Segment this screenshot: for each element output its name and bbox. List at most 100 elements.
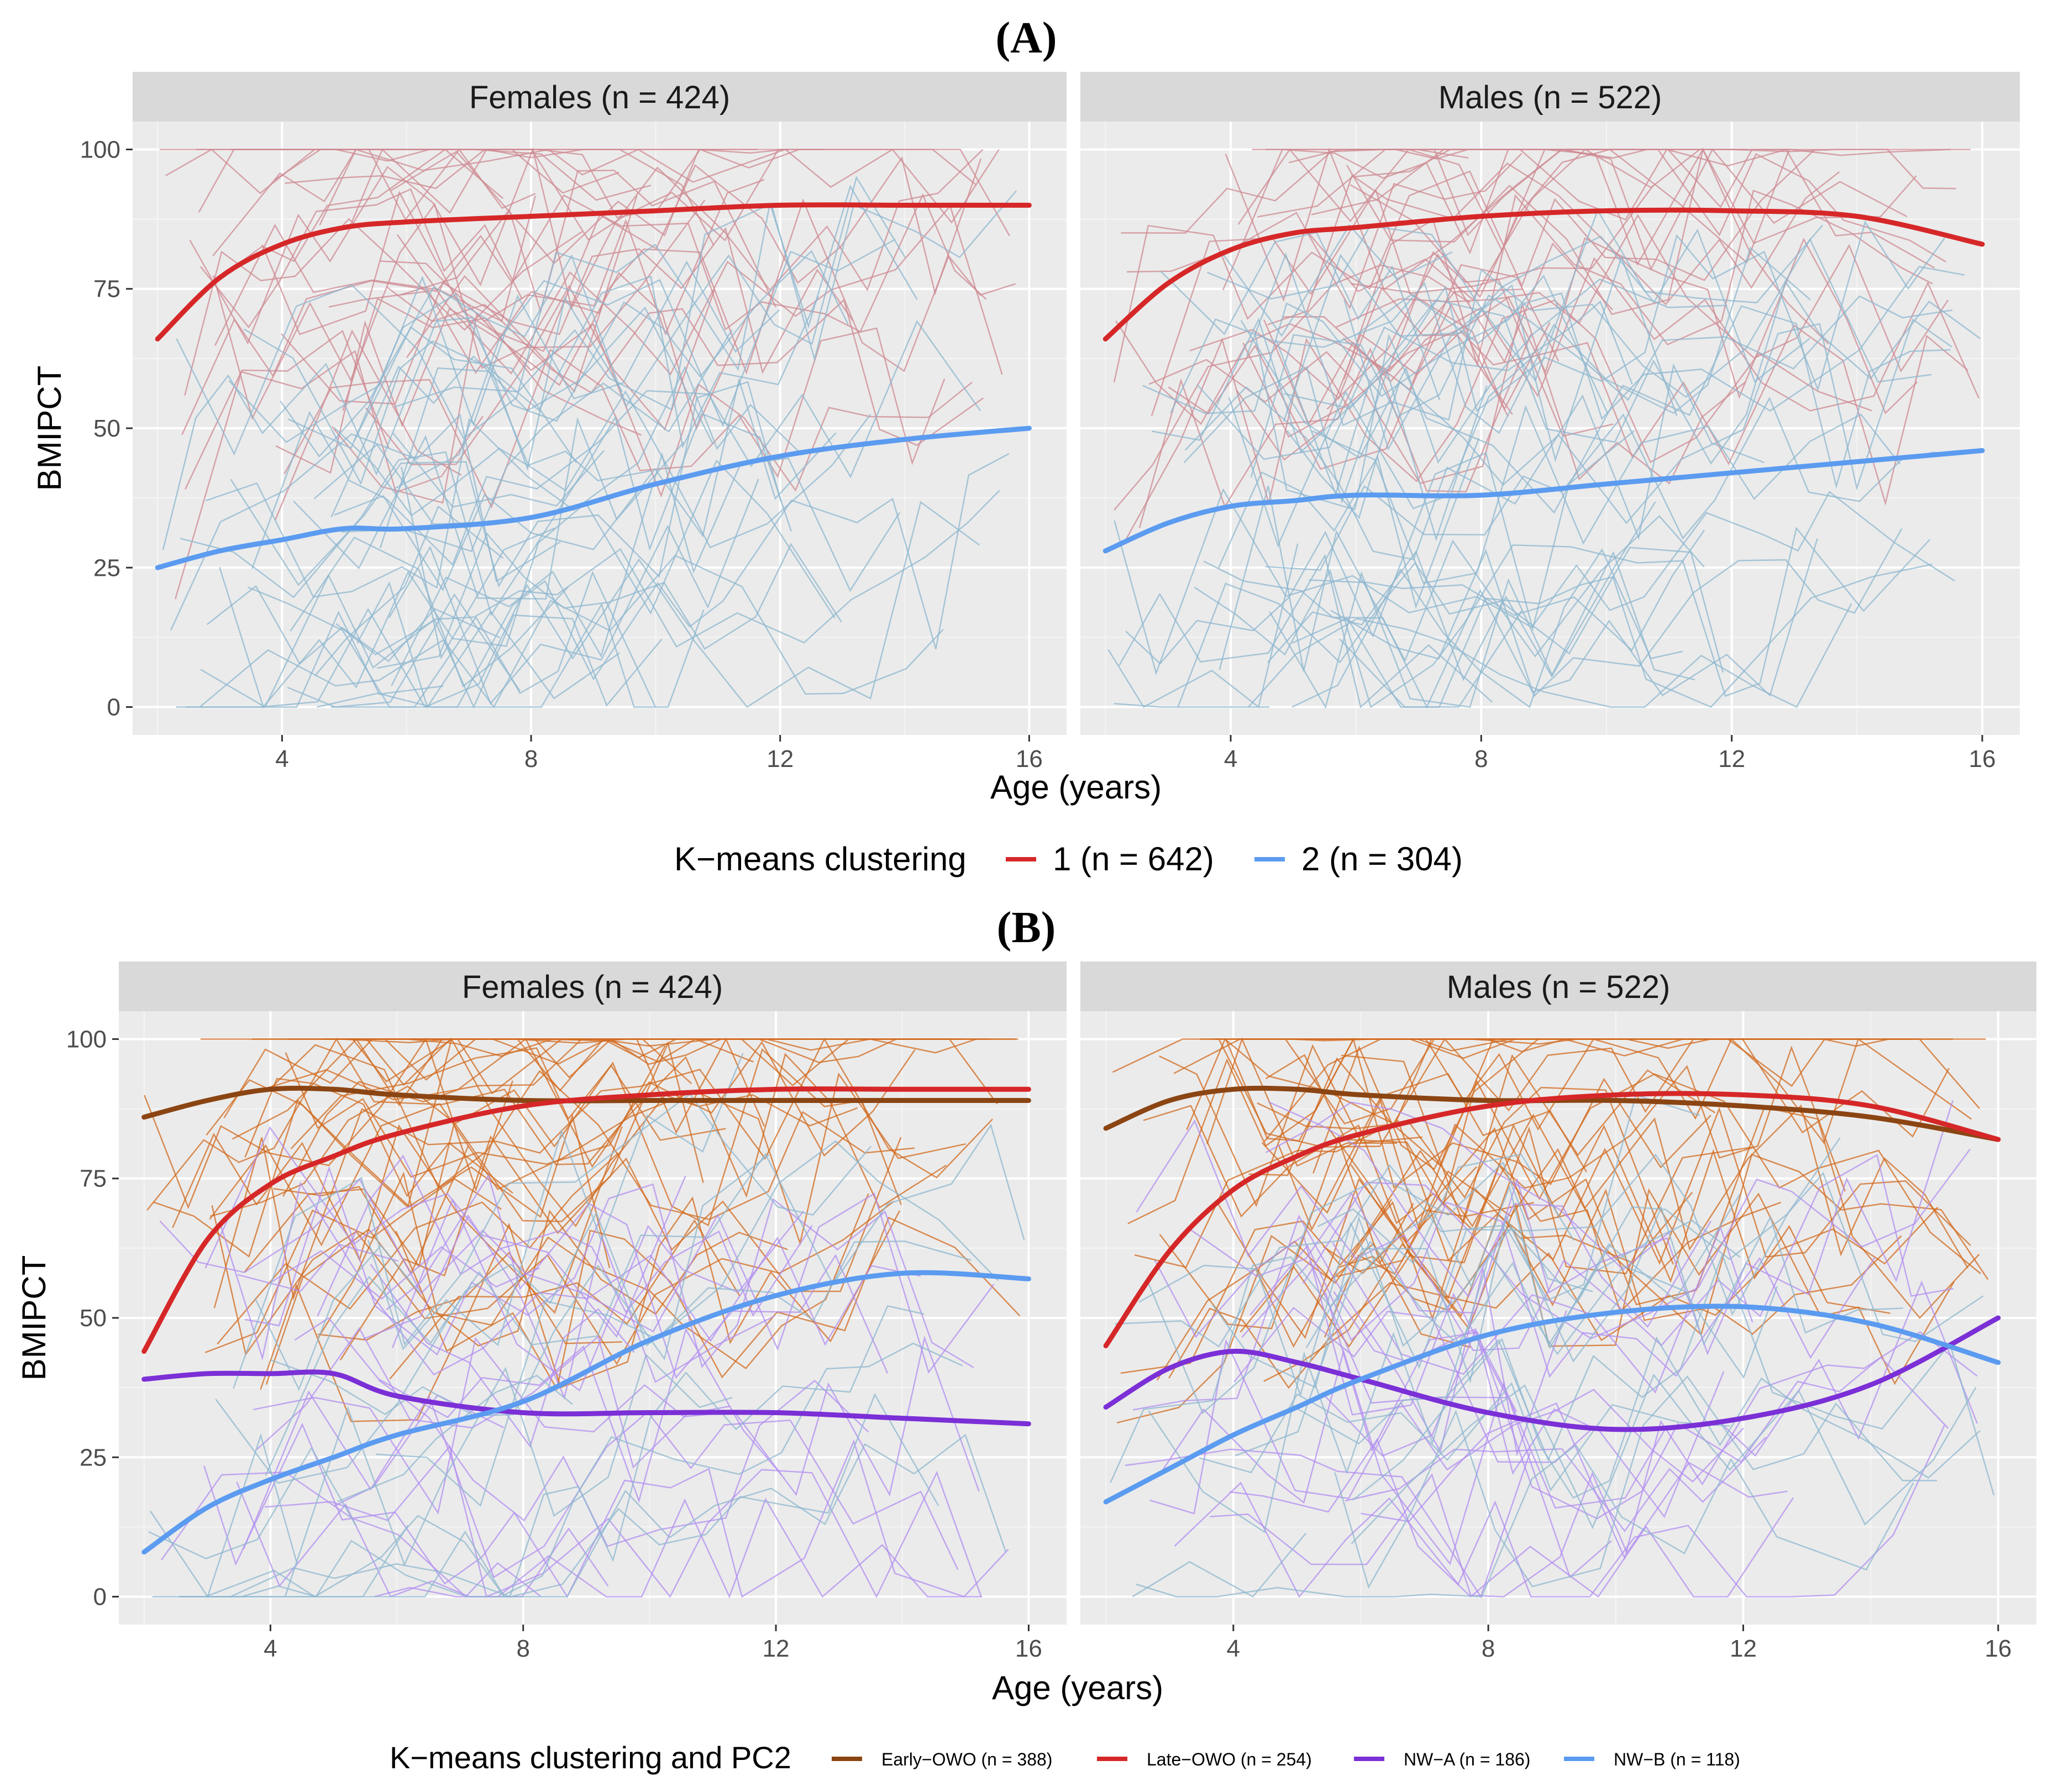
y-axis-ticks: 0 25 50 75 100 bbox=[80, 136, 133, 721]
trajectory-line-nw-a-n-186 bbox=[1210, 1462, 1788, 1597]
trajectory-line-nw-a-n-186 bbox=[159, 1178, 995, 1374]
trajectory-line-late-owo-n-254 bbox=[282, 1038, 916, 1197]
x-axis-ticks: 4 8 12 16 bbox=[1227, 1625, 2012, 1662]
trajectory-line-early-owo-n-388 bbox=[1159, 1044, 1423, 1207]
y-tick-label: 50 bbox=[93, 415, 120, 442]
trajectory-line-1-n-642 bbox=[189, 147, 984, 345]
trajectory-line-2-n-304 bbox=[1152, 317, 1368, 454]
trajectory-line-nw-a-n-186 bbox=[374, 1497, 983, 1599]
trajectory-line-2-n-304 bbox=[199, 554, 944, 708]
trajectory-line-late-owo-n-254 bbox=[209, 1041, 704, 1222]
trajectory-line-late-owo-n-254 bbox=[1324, 1106, 1980, 1338]
smooth-curve-early-owo-n-388 bbox=[141, 1085, 1031, 1120]
legend-label-late-owo: Late−OWO (n = 254) bbox=[1147, 1749, 1312, 1769]
x-axis-title: Age (years) bbox=[990, 769, 1162, 806]
trajectory-line-nw-b-n-118 bbox=[1351, 1373, 1977, 1544]
trajectory-line-2-n-304 bbox=[206, 365, 804, 598]
trajectory-line-late-owo-n-254 bbox=[213, 1037, 993, 1308]
trajectory-line-2-n-304 bbox=[243, 275, 819, 485]
trajectory-line-nw-b-n-118 bbox=[1138, 1153, 1984, 1397]
trajectory-line-early-owo-n-388 bbox=[146, 1038, 947, 1211]
trajectory-line-2-n-304 bbox=[1142, 274, 1609, 414]
trajectory-line-late-owo-n-254 bbox=[1323, 1202, 1535, 1274]
x-tick-label: 12 bbox=[763, 1635, 790, 1662]
facet-strip-label: Males (n = 522) bbox=[1447, 969, 1671, 1005]
x-tick-label: 8 bbox=[516, 1635, 529, 1662]
trajectory-line-1-n-642 bbox=[212, 199, 706, 421]
trajectory-line-1-n-642 bbox=[1346, 147, 1829, 345]
trajectory-line-2-n-304 bbox=[1291, 548, 1683, 708]
trajectory-line-2-n-304 bbox=[1217, 438, 1480, 609]
trajectory-line-nw-b-n-118 bbox=[1110, 1184, 1741, 1483]
trajectory-line-1-n-642 bbox=[214, 196, 537, 346]
trajectory-line-2-n-304 bbox=[1114, 488, 1955, 676]
trajectory-line-1-n-642 bbox=[1267, 162, 1840, 325]
trajectory-line-nw-a-n-186 bbox=[1265, 1101, 1674, 1270]
trajectory-line-2-n-304 bbox=[1114, 702, 1270, 708]
trajectory-line-nw-a-n-186 bbox=[219, 1181, 921, 1376]
trajectory-line-nw-a-n-186 bbox=[1154, 1234, 1508, 1416]
trajectory-line-nw-a-n-186 bbox=[294, 1317, 783, 1504]
trajectory-line-nw-b-n-118 bbox=[1148, 1252, 1778, 1533]
trajectory-line-nw-b-n-118 bbox=[233, 1093, 871, 1389]
trajectory-line-1-n-642 bbox=[1151, 185, 1654, 417]
trajectory-line-nw-b-n-118 bbox=[254, 1244, 420, 1391]
trajectory-line-early-owo-n-388 bbox=[1248, 1039, 1494, 1176]
trajectory-line-2-n-304 bbox=[1283, 228, 1810, 422]
trajectory-line-nw-a-n-186 bbox=[270, 1246, 540, 1300]
trajectory-line-2-n-304 bbox=[1291, 564, 1933, 708]
trajectory-line-1-n-642 bbox=[386, 286, 984, 446]
trajectory-line-1-n-642 bbox=[331, 312, 973, 504]
trajectory-line-1-n-642 bbox=[348, 148, 715, 246]
panel-a-label: (A) bbox=[995, 14, 1057, 62]
trajectory-line-early-owo-n-388 bbox=[144, 1037, 513, 1210]
trajectory-line-early-owo-n-388 bbox=[273, 1145, 469, 1275]
trajectory-line-nw-a-n-186 bbox=[1132, 1215, 1567, 1457]
smooth-curve-1-n-642 bbox=[1102, 207, 1985, 341]
facet-strip bbox=[133, 72, 1067, 122]
individual-trajectories bbox=[159, 147, 1017, 709]
trajectory-line-nw-b-n-118 bbox=[265, 1123, 1025, 1476]
trajectory-line-2-n-304 bbox=[356, 581, 620, 709]
x-tick-label: 4 bbox=[1227, 1635, 1240, 1662]
trajectory-line-nw-b-n-118 bbox=[215, 1140, 999, 1484]
x-tick-label: 12 bbox=[1730, 1635, 1757, 1662]
panel-b-label: (B) bbox=[997, 903, 1056, 952]
trajectory-line-1-n-642 bbox=[396, 204, 1003, 376]
trajectory-line-2-n-304 bbox=[353, 326, 577, 463]
legend-label-early-owo: Early−OWO (n = 388) bbox=[881, 1749, 1052, 1769]
x-tick-label: 16 bbox=[1969, 745, 1996, 772]
trajectory-line-2-n-304 bbox=[219, 459, 836, 709]
trajectory-line-late-owo-n-254 bbox=[317, 1251, 622, 1344]
trajectory-line-late-owo-n-254 bbox=[389, 1219, 741, 1380]
trajectory-line-2-n-304 bbox=[1312, 404, 1900, 584]
trajectory-line-nw-b-n-118 bbox=[1136, 1444, 1914, 1597]
trajectory-line-2-n-304 bbox=[317, 602, 705, 708]
trajectory-line-2-n-304 bbox=[1125, 430, 1635, 665]
trajectory-line-2-n-304 bbox=[1203, 538, 1818, 709]
y-tick-label: 0 bbox=[93, 1584, 107, 1611]
trajectory-line-2-n-304 bbox=[180, 412, 792, 617]
trajectory-line-2-n-304 bbox=[330, 306, 714, 518]
y-tick-label: 75 bbox=[80, 1165, 107, 1192]
trajectory-line-late-owo-n-254 bbox=[265, 1193, 869, 1385]
trajectory-line-nw-a-n-186 bbox=[1149, 1338, 1744, 1515]
trajectory-line-2-n-304 bbox=[335, 614, 663, 709]
trajectory-line-1-n-642 bbox=[1122, 299, 1872, 545]
trajectory-line-2-n-304 bbox=[1275, 280, 1981, 497]
trajectory-line-1-n-642 bbox=[1350, 149, 1790, 298]
legend-label-nw-b: NW−B (n = 118) bbox=[1614, 1749, 1740, 1769]
trajectory-line-nw-a-n-186 bbox=[391, 1198, 805, 1392]
trajectory-line-1-n-642 bbox=[1148, 302, 1746, 485]
smoothed-curves bbox=[1103, 1085, 2001, 1505]
x-tick-label: 4 bbox=[264, 1635, 277, 1662]
facet-strip bbox=[119, 961, 1067, 1011]
smooth-curve-nw-a-n-186 bbox=[1103, 1315, 2001, 1432]
trajectory-line-1-n-642 bbox=[212, 148, 976, 256]
x-tick-label: 16 bbox=[1984, 1635, 2012, 1662]
trajectory-line-late-owo-n-254 bbox=[1173, 1038, 1616, 1074]
facet-strip bbox=[1080, 72, 2020, 122]
individual-trajectories bbox=[1107, 147, 1981, 709]
x-tick-label: 16 bbox=[1015, 1635, 1042, 1662]
